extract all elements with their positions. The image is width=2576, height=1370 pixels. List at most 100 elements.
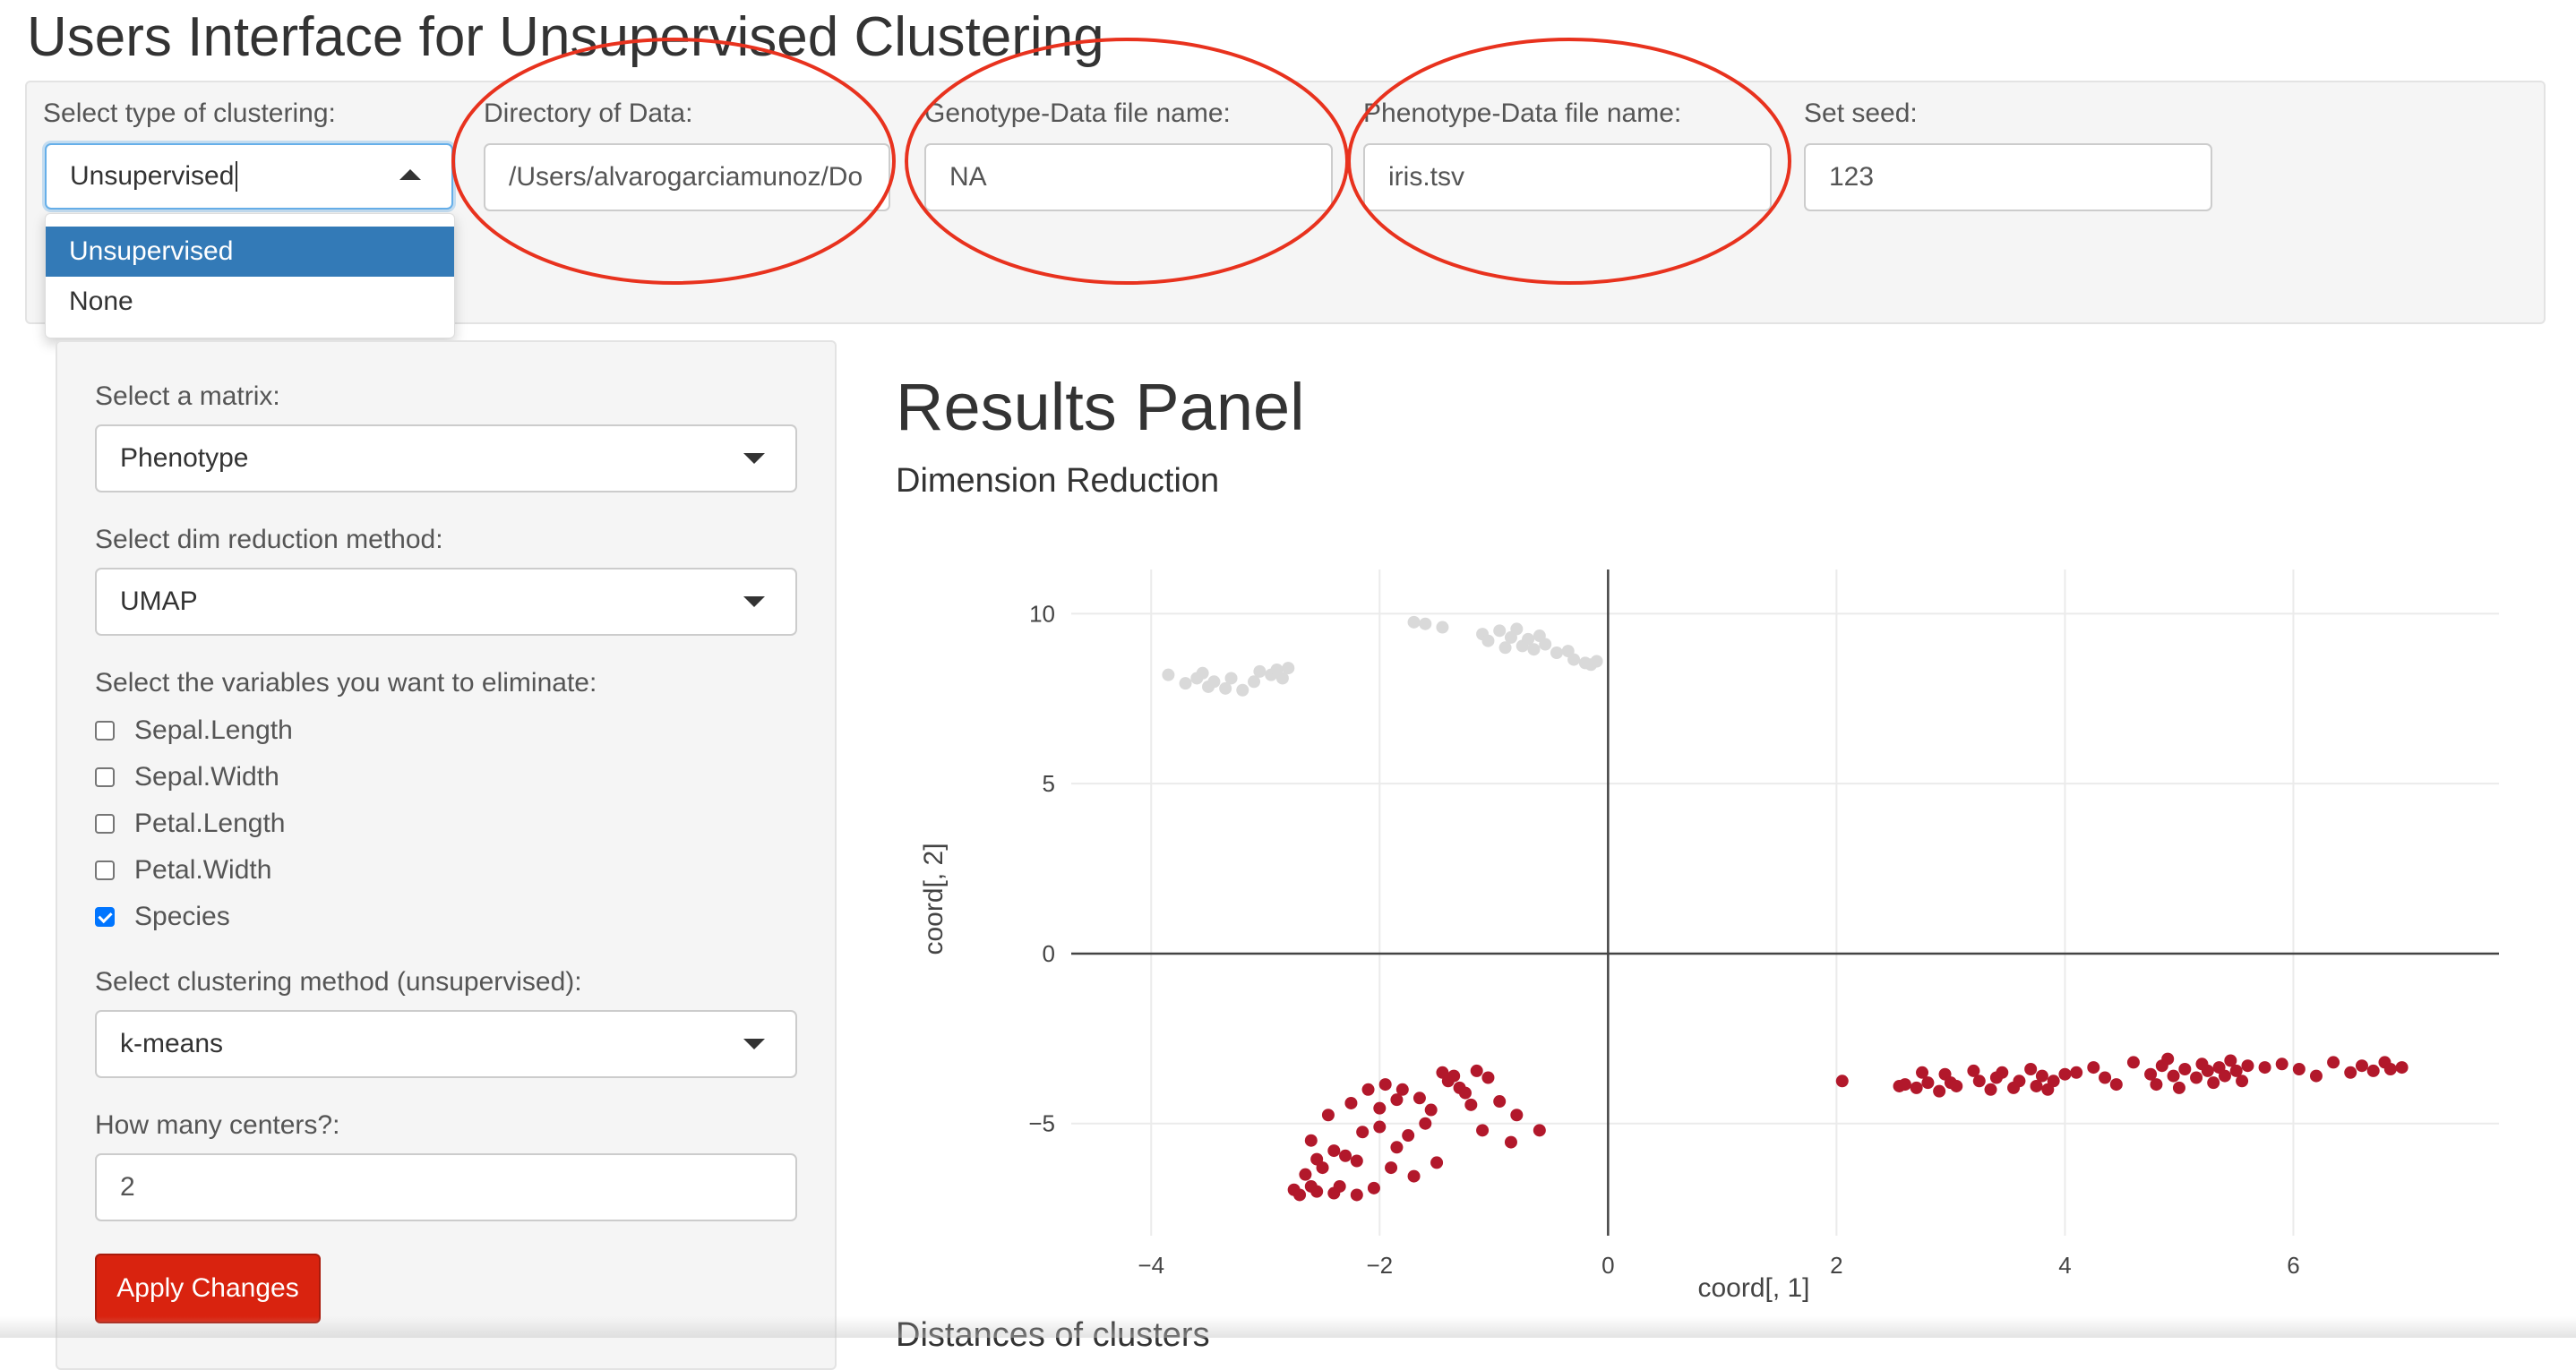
checkbox-label: Petal.Length [134,809,286,838]
data-point [2167,1069,2180,1083]
cluster-type-label: Select type of clustering: [43,98,336,128]
chevron-down-icon [743,1039,765,1049]
checkbox-petal-length[interactable]: Petal.Length [95,804,293,843]
data-point [2258,1061,2271,1075]
data-point [2201,1064,2214,1077]
checkbox-label: Petal.Width [134,855,272,885]
data-point [1275,672,1289,685]
data-point [1933,1084,1946,1098]
data-point [2236,1075,2249,1088]
cluster-method-label: Select clustering method (unsupervised): [95,967,582,997]
matrix-label: Select a matrix: [95,381,280,411]
centers-input[interactable]: 2 [95,1153,797,1221]
data-point [2178,1063,2192,1075]
chevron-down-icon [743,596,765,607]
dropdown-option-none[interactable]: None [69,287,133,316]
data-point [1498,641,1512,655]
data-point [1916,1066,1929,1079]
dropdown-option-unsupervised[interactable]: Unsupervised [46,227,454,277]
data-point [1898,1078,1911,1092]
genotype-file-input[interactable]: NA [924,143,1333,211]
cluster-method-select[interactable]: k-means [95,1010,797,1078]
data-point [2355,1059,2368,1073]
data-point [1413,1092,1426,1105]
cluster-type-select[interactable]: Unsupervised [45,143,453,210]
checkbox-sepal-length[interactable]: Sepal.Length [95,711,293,750]
data-point [1327,1144,1341,1158]
data-point [1361,1083,1375,1096]
phenotype-file-input[interactable]: iris.tsv [1363,143,1772,211]
data-point [2024,1063,2038,1075]
apply-changes-button[interactable]: Apply Changes [95,1254,321,1323]
data-point [1407,615,1421,629]
annotation-circle-directory [451,38,896,285]
data-point [1984,1083,1997,1096]
data-point [2087,1061,2100,1075]
checkbox[interactable] [95,861,115,880]
dim-reduction-select[interactable]: UMAP [95,568,797,636]
data-point [1590,655,1603,668]
x-tick-label: 2 [1830,1252,1842,1279]
data-point [2013,1075,2026,1088]
data-point [1470,1064,1483,1077]
scatter-chart: −4 −2 0 2 4 6 −5 0 5 10 coord[, 1] coord[, 2] [919,569,2499,1303]
data-point [1476,1124,1490,1137]
data-point [1299,1168,1312,1181]
data-point [1527,643,1541,656]
phenotype-file-label: Phenotype-Data file name: [1363,98,1682,128]
data-point [2224,1054,2237,1067]
checkbox[interactable] [95,767,115,787]
seed-label: Set seed: [1804,98,1918,128]
data-point [1390,1141,1404,1154]
checkbox-species[interactable]: Species [95,897,293,937]
matrix-select[interactable]: Phenotype [95,424,797,492]
checkbox-checked[interactable] [95,907,115,927]
grid-lines [1071,569,2499,1236]
data-point [2229,1064,2243,1077]
x-tick-label: 6 [2287,1252,2299,1279]
genotype-file-value: NA [949,162,987,192]
checkbox[interactable] [95,814,115,834]
dimension-reduction-plot: −4 −2 0 2 4 6 −5 0 5 10 coord[, 1] coord[, 2] [896,519,2517,1307]
cluster-method-value: k-means [120,1029,224,1058]
directory-label: Directory of Data: [484,98,693,128]
data-point [1510,622,1524,636]
data-point [1447,1069,1461,1083]
y-tick-label: 5 [1043,770,1055,797]
x-axis-title: coord[, 1] [1697,1273,1809,1303]
tick-labels: −4 −2 0 2 4 6 −5 0 5 10 [1028,600,2299,1279]
x-tick-label: 4 [2058,1252,2071,1279]
data-point [1510,1109,1524,1122]
data-point [1385,1161,1398,1175]
data-point [2172,1081,2185,1094]
chevron-down-icon [743,453,765,464]
annotation-circle-phenotype [1347,38,1791,285]
data-point [1550,646,1563,659]
checkbox-petal-width[interactable]: Petal.Width [95,851,293,890]
data-point [1493,624,1507,638]
data-point [1350,1188,1363,1202]
data-point [1464,1098,1478,1111]
data-point [1567,653,1581,666]
data-point [2383,1063,2397,1075]
data-point [1395,1083,1409,1096]
x-tick-label: 0 [1601,1252,1614,1279]
data-point [1402,1129,1415,1143]
data-point [1950,1079,1963,1092]
data-point [1967,1064,1980,1077]
annotation-overlay [451,38,1791,285]
checkbox-sepal-width[interactable]: Sepal.Width [95,758,293,797]
data-point [1344,1096,1358,1109]
data-point [1236,683,1249,697]
data-point [1356,1126,1370,1139]
data-point [1350,1154,1363,1168]
data-point [1539,638,1552,651]
checkbox[interactable] [95,721,115,741]
x-tick-label: −4 [1138,1252,1164,1279]
checkbox-label: Sepal.Width [134,762,279,792]
directory-input[interactable]: /Users/alvarogarciamunoz/Do [484,143,890,211]
data-point [2344,1066,2357,1079]
dim-reduction-value: UMAP [120,587,198,616]
checkbox-label: Sepal.Length [134,715,293,745]
seed-input[interactable]: 123 [1804,143,2212,211]
